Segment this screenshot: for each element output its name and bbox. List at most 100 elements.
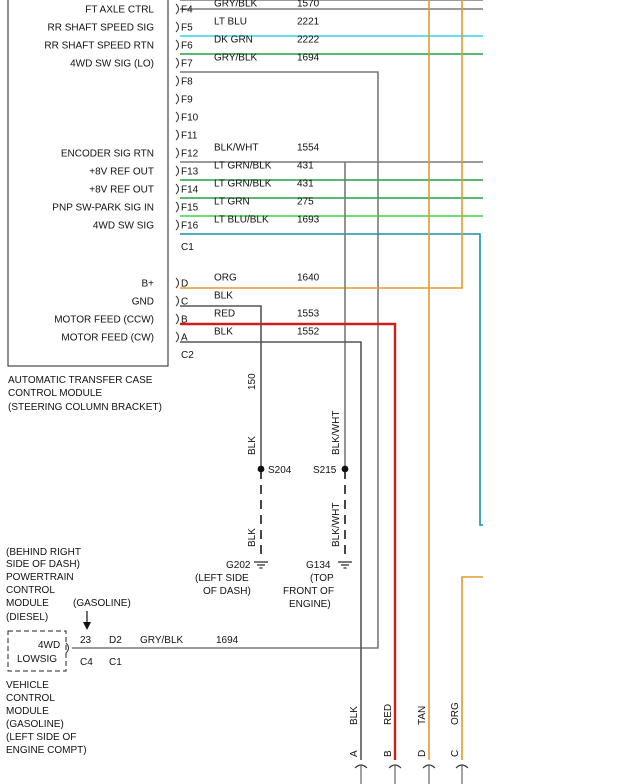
pin-id-d: D: [181, 279, 188, 290]
wire-c-org-lower: [461, 576, 483, 760]
vcm-caption-3: MODULE: [6, 706, 49, 717]
pin-circuit-f13: 431: [297, 161, 314, 172]
vcm-caption-4: (GASOLINE): [6, 719, 64, 730]
pin-id-f6: F6: [181, 41, 193, 52]
vcm-caption-1: VEHICLE: [6, 680, 49, 691]
vcm-pin-diesel: D2: [109, 635, 122, 646]
pin-signal-f13: +8V REF OUT: [89, 167, 154, 178]
pin-id-f8: F8: [181, 77, 193, 88]
pin-id-f15: F15: [181, 203, 199, 214]
ground-symbols: [254, 561, 352, 569]
pin-id-f16: F16: [181, 221, 199, 232]
wire-b-red: [180, 322, 397, 760]
wire-f16: [180, 233, 483, 526]
wire-c-gnd: [180, 305, 262, 470]
pin-tick: [175, 21, 179, 33]
g202-label: G202: [226, 560, 251, 571]
pin-circuit-a: 1552: [297, 327, 320, 338]
pin-signal-f15: PNP SW-PARK SIG IN: [52, 203, 154, 214]
pin-signal-c: GND: [132, 297, 154, 308]
g134-desc-3: ENGINE): [289, 599, 331, 610]
pin-tick: [175, 111, 179, 123]
bottom-pin-a: A: [349, 750, 360, 757]
pin-tick: [175, 183, 179, 195]
pin-id-f14: F14: [181, 185, 199, 196]
wire-f7: [72, 71, 379, 649]
bottom-color-a: BLK: [349, 706, 360, 725]
pin-color-a: BLK: [214, 327, 233, 338]
pin-circuit-f6: 2222: [297, 35, 320, 46]
pin-circuit-f4: 1570: [297, 0, 320, 10]
pin-tick: [175, 39, 179, 51]
pin-circuit-f15: 275: [297, 197, 314, 208]
pin-id-f7: F7: [181, 59, 193, 70]
module-caption-3: (STEERING COLUMN BRACKET): [8, 402, 162, 413]
connector-c1: C1: [181, 242, 194, 253]
wire-d-org: [180, 0, 463, 289]
f12-color-lower-label: BLK/WHT: [331, 503, 342, 547]
pin-ticks: [175, 3, 179, 343]
vcm-box: [7, 630, 67, 672]
pcm-caption-5: MODULE: [6, 598, 49, 609]
gnd-color-label: BLK: [247, 436, 258, 455]
pin-id-f4: F4: [181, 5, 193, 16]
vcm-box-label-2: LOWSIG: [17, 654, 57, 665]
pin-tick: [175, 277, 179, 289]
bottom-pin-b: B: [383, 750, 394, 757]
module-caption-1: AUTOMATIC TRANSFER CASE: [8, 375, 153, 386]
bottom-connector-arcs: [354, 764, 469, 784]
pin-color-b: RED: [214, 309, 235, 320]
pin-id-f5: F5: [181, 23, 193, 34]
bottom-color-d: TAN: [417, 706, 428, 725]
vcm-caption-5: (LEFT SIDE OF: [6, 732, 76, 743]
pin-signal-f14: +8V REF OUT: [89, 185, 154, 196]
pin-tick: [175, 165, 179, 177]
wires-upper: [72, 8, 483, 649]
pin-circuit-f12: 1554: [297, 143, 320, 154]
pin-circuit-f5: 2221: [297, 17, 320, 28]
module-caption-2: CONTROL MODULE: [8, 388, 102, 399]
pin-tick: [175, 129, 179, 141]
ground-drops: [260, 470, 346, 560]
pin-tick: [175, 201, 179, 213]
pcm-caption-6: (DIESEL): [6, 612, 48, 623]
pin-signal-f6: RR SHAFT SPEED RTN: [44, 41, 154, 52]
pin-id-b: B: [181, 315, 188, 326]
pin-id-f9: F9: [181, 95, 193, 106]
pin-color-f5: LT BLU: [214, 17, 247, 28]
pcm-caption-1: (BEHIND RIGHT: [6, 547, 81, 558]
pin-color-d: ORG: [214, 273, 237, 284]
pin-color-f15: LT GRN: [214, 197, 250, 208]
vcm-conn-diesel: C1: [109, 657, 122, 668]
pin-id-a: A: [181, 333, 188, 344]
bottom-pin-d: D: [417, 750, 428, 757]
pin-circuit-f7: 1694: [297, 53, 320, 64]
pin-signal-a: MOTOR FEED (CW): [61, 333, 154, 344]
vcm-pin-tick: [65, 642, 69, 654]
pin-id-f11: F11: [181, 131, 198, 142]
pin-color-f16: LT BLU/BLK: [214, 215, 269, 226]
pin-color-f7: GRY/BLK: [214, 53, 257, 64]
connector-c2: C2: [181, 350, 194, 361]
splice-s204-dot: [257, 465, 265, 473]
bottom-color-c: ORG: [450, 702, 461, 725]
pin-color-f12: BLK/WHT: [214, 143, 258, 154]
g202-desc-2: OF DASH): [203, 586, 251, 597]
pin-id-f12: F12: [181, 149, 199, 160]
gasoline-arrow-head: [83, 622, 91, 630]
pin-tick: [175, 331, 179, 343]
vcm-wire-circuit: 1694: [216, 635, 239, 646]
gnd-circuit-label: 150: [247, 373, 258, 390]
pin-color-c: BLK: [214, 291, 233, 302]
pin-circuit-f16: 1693: [297, 215, 320, 226]
pin-signal-b: MOTOR FEED (CCW): [54, 315, 154, 326]
pin-id-c: C: [181, 297, 188, 308]
pin-tick: [175, 313, 179, 325]
g202-desc-1: (LEFT SIDE: [195, 573, 249, 584]
pin-tick: [175, 147, 179, 159]
pin-rows-upper: NEUTRAL INDF3FT AXLE CTRLF4GRY/BLK1570RR…: [44, 0, 319, 232]
g134-desc-1: (TOP: [310, 573, 334, 584]
pin-color-f14: LT GRN/BLK: [214, 179, 272, 190]
bottom-color-b: RED: [383, 704, 394, 725]
